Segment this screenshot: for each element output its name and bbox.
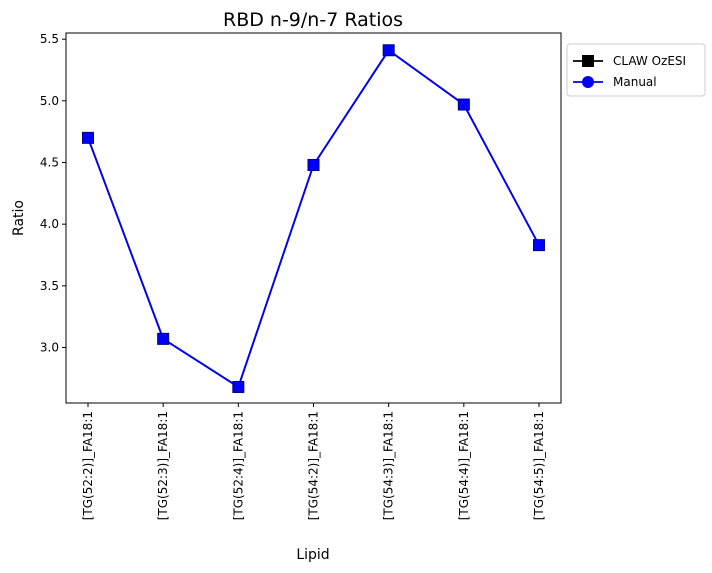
legend-square-marker <box>582 55 594 67</box>
x-tick-label: [TG(54:5)]_FA18:1 <box>532 411 546 520</box>
data-point-marker <box>382 44 395 57</box>
series-line <box>87 48 540 389</box>
data-point-marker <box>232 380 245 393</box>
y-tick-label: 3.5 <box>40 279 59 293</box>
x-tick-label: [TG(52:2)]_FA18:1 <box>81 411 95 520</box>
chart-title: RBD n-9/n-7 Ratios <box>223 9 403 31</box>
y-tick-label: 4.5 <box>40 156 59 170</box>
y-tick-label: 5.0 <box>40 94 59 108</box>
series-layer <box>82 44 545 393</box>
legend: CLAW OzESI Manual <box>566 43 706 97</box>
legend-label: Manual <box>613 75 657 89</box>
x-axis: [TG(52:2)]_FA18:1 [TG(52:3)]_FA18:1 [TG(52… <box>81 403 546 520</box>
legend-circle-marker <box>582 76 594 88</box>
y-axis: 3.0 3.5 4.0 4.5 5.0 5.5 <box>40 32 66 355</box>
data-point-marker <box>533 239 545 252</box>
series-line <box>87 48 540 389</box>
x-tick-label: [TG(52:4)]_FA18:1 <box>231 411 245 520</box>
x-tick-label: [TG(54:4)]_FA18:1 <box>457 411 471 520</box>
x-axis-title: Lipid <box>296 547 329 563</box>
y-tick-label: 3.0 <box>40 341 59 355</box>
data-point-marker <box>457 98 470 111</box>
x-tick-label: [TG(54:3)]_FA18:1 <box>382 411 396 520</box>
x-tick-label: [TG(54:2)]_FA18:1 <box>307 411 321 520</box>
x-tick-label: [TG(52:3)]_FA18:1 <box>156 411 170 520</box>
y-axis-title: Ratio <box>11 200 27 236</box>
data-point-marker <box>157 332 170 345</box>
plot-area <box>65 32 562 404</box>
data-point-marker <box>82 131 94 144</box>
y-tick-label: 4.0 <box>40 217 59 231</box>
data-point-marker <box>307 158 320 171</box>
legend-box <box>566 43 706 97</box>
legend-label: CLAW OzESI <box>613 54 686 68</box>
y-tick-label: 5.5 <box>40 32 59 46</box>
